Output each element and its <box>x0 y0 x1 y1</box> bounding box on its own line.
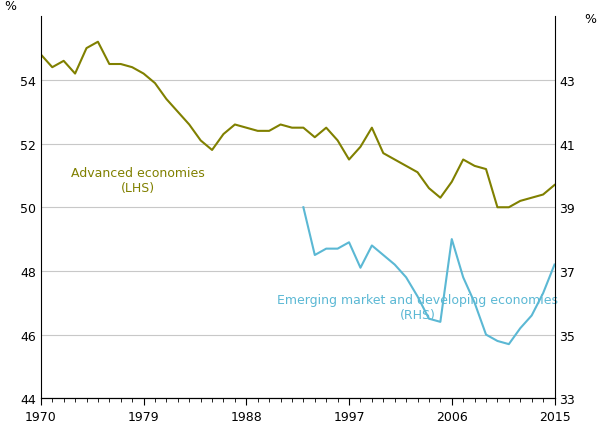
Text: Emerging market and developing economies
(RHS): Emerging market and developing economies… <box>277 294 558 322</box>
Y-axis label: %: % <box>584 13 596 26</box>
Y-axis label: %: % <box>4 0 16 13</box>
Text: Advanced economies
(LHS): Advanced economies (LHS) <box>71 166 205 194</box>
